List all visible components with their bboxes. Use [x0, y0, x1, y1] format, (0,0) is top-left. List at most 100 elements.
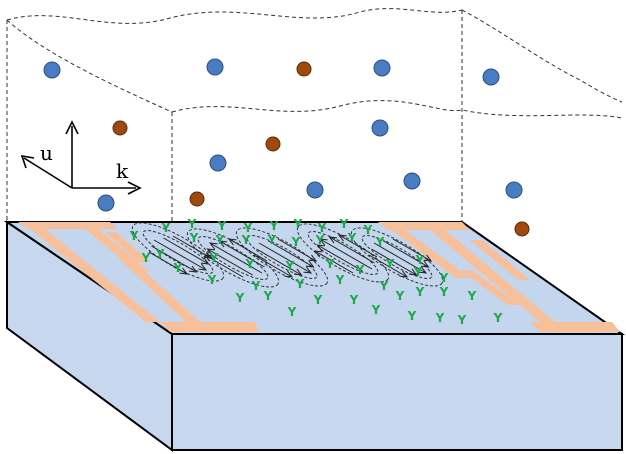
receptor-icon: Y [339, 217, 349, 231]
blue-particle [403, 172, 421, 190]
blue-particle [43, 61, 61, 79]
particles [43, 58, 530, 237]
right-idt-finger-3 [460, 270, 520, 305]
receptor-icon: Y [493, 311, 503, 325]
right-idt-bus-top [378, 222, 470, 230]
wave-region-inner-ellipse [197, 236, 269, 280]
blue-particle [373, 59, 391, 77]
wave-arrow [319, 238, 373, 270]
wave-region-inner-ellipse [246, 235, 318, 279]
wave-arrow-head [198, 263, 208, 271]
receptor-icon: Y [293, 217, 303, 231]
receptor-icon: Y [209, 251, 219, 265]
blue-particle [482, 68, 500, 86]
wave-region-ellipse [350, 227, 444, 287]
right-idt-finger-4 [470, 240, 530, 280]
wave-arrow [163, 237, 209, 265]
wave-arrow [209, 242, 263, 274]
brown-particle [265, 136, 281, 152]
wave-arrow-head [188, 265, 198, 273]
volume-left-top-edge [6, 19, 173, 113]
k-axis-label: k [116, 159, 129, 183]
blue-particle [97, 194, 115, 212]
receptor-icon: Y [187, 217, 197, 231]
left-idt-finger-2 [85, 229, 150, 272]
wave-arrow-head [284, 270, 294, 278]
wave-arrow-head [227, 238, 237, 246]
wave-arrow-head [203, 254, 213, 262]
receptor-icon: Y [291, 235, 301, 249]
receptor-icon: Y [313, 293, 323, 307]
chip-front-face [171, 333, 623, 451]
receptor-icon: Y [335, 273, 345, 287]
u-arrow-head [65, 120, 79, 135]
volume-back-top-edge [6, 8, 463, 24]
left-idt-bus-bottom [160, 322, 258, 332]
left-idt-bus-top [18, 222, 118, 229]
receptor-icon: Y [415, 253, 425, 267]
wave-region-ellipse [186, 228, 280, 288]
blue-particle [209, 154, 227, 172]
wave-arrow [207, 248, 253, 276]
receptor-icon: Y [215, 233, 225, 247]
wave-arrow-head [293, 268, 303, 276]
brown-particle [296, 61, 312, 77]
receptor-icon: Y [379, 279, 389, 293]
wave-region-inner-ellipse [361, 235, 433, 279]
wave-arrow-head [337, 234, 347, 242]
blue-particle [306, 181, 324, 199]
wave-arrow-head [318, 238, 328, 246]
wave-region-ellipse [296, 223, 390, 283]
wave-arrow [258, 242, 312, 274]
receptor-icon: Y [155, 247, 165, 261]
wave-arrow-head [308, 254, 318, 262]
axis-indicator [20, 120, 142, 195]
wave-arrow-head [305, 260, 315, 268]
wave-arrow [329, 236, 375, 264]
receptor-icon: Y [325, 257, 335, 271]
receptor-icon: Y [413, 265, 423, 279]
receptor-icon: Y [173, 261, 183, 275]
receptor-icon: Y [355, 263, 365, 277]
receptor-icon: Y [207, 273, 217, 287]
k-arrow-head [127, 181, 142, 195]
receptor-icon: Y [161, 221, 171, 235]
receptor-icon: Y [385, 257, 395, 271]
wave-arrow [256, 248, 302, 276]
left-idt-finger-3 [118, 258, 200, 322]
wave-arrow [151, 245, 197, 273]
wave-arrow [314, 250, 354, 274]
receptor-icon: Y [269, 219, 279, 233]
sensor-chip [3, 220, 626, 452]
receptor-icon: Y [263, 289, 273, 303]
wave-arrow-head [408, 268, 418, 276]
receptor-icon: Y [457, 313, 467, 327]
wave-arrow-head [208, 242, 218, 250]
wave-displacement-arrows [148, 234, 433, 278]
right-idt-bus-bottom [530, 322, 620, 332]
wave-arrow [392, 238, 432, 262]
wave-arrow [277, 238, 317, 262]
wave-arrow-head [399, 270, 409, 278]
receptor-icon: Y [241, 233, 251, 247]
receptor-icon: Y [189, 231, 199, 245]
receptor-icon: Y [349, 293, 359, 307]
receptor-icon: Y [467, 289, 477, 303]
wave-arrow [153, 239, 207, 271]
volume-right-top-edge [461, 9, 623, 103]
wave-arrow [148, 251, 188, 275]
receptor-icon: Y [285, 259, 295, 273]
blue-particle [371, 119, 389, 137]
receptor-icon: Y [363, 223, 373, 237]
receptor-icon: Y [245, 257, 255, 271]
receptor-icon: Y [439, 271, 449, 285]
receptor-icon: Y [395, 289, 405, 303]
receptor-icon: Y [371, 303, 381, 317]
wave-arrow [368, 254, 408, 278]
wave-arrow-head [423, 254, 433, 262]
receptor-icon: Y [315, 233, 325, 247]
receptor-icon: Y [347, 231, 357, 245]
receptor-icon: Y [375, 235, 385, 249]
